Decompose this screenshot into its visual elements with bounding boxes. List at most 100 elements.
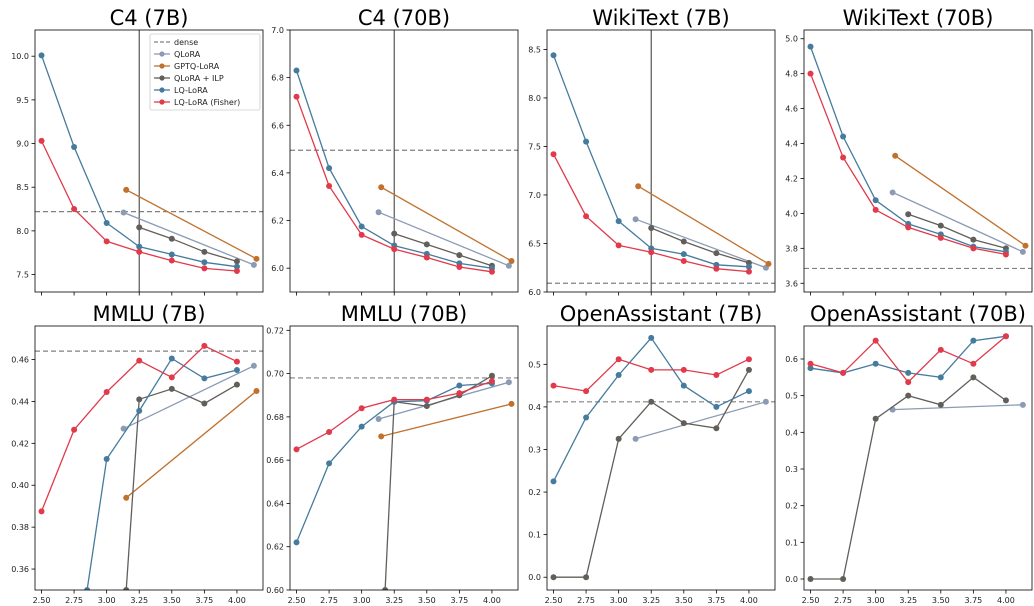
- y-tick-label: 0.42: [11, 439, 29, 448]
- data-point: [635, 183, 642, 190]
- data-point: [136, 224, 143, 231]
- data-point: [375, 416, 382, 423]
- data-point: [648, 366, 655, 373]
- y-tick-label: 0.6: [785, 355, 798, 364]
- data-point: [648, 334, 655, 341]
- chart-panel: MMLU (7B) 0.36 0.38 0.40 0.42 0.44 0.46 2.50 2.7…: [11, 302, 264, 605]
- legend-marker: [159, 99, 165, 105]
- y-tick-label: 0.36: [11, 565, 29, 574]
- data-point: [423, 241, 430, 248]
- data-point: [84, 587, 91, 590]
- data-point: [905, 224, 912, 231]
- legend-marker: [159, 87, 165, 93]
- data-point: [632, 435, 639, 442]
- x-tick-label: 3.75: [450, 596, 468, 605]
- data-point: [905, 392, 912, 399]
- data-point: [378, 433, 385, 440]
- plot-area: [804, 43, 1032, 270]
- data-point: [680, 366, 687, 373]
- x-tick-label: 2.50: [802, 596, 820, 605]
- data-point: [905, 211, 912, 218]
- data-point: [168, 374, 175, 381]
- data-point: [970, 245, 977, 252]
- y-tick-label: 0.2: [528, 488, 541, 497]
- data-point: [840, 576, 847, 582]
- data-point: [1022, 242, 1029, 249]
- y-tick-label: 0.66: [266, 456, 284, 465]
- y-tick-label: 6.6: [271, 121, 284, 130]
- data-point: [765, 260, 772, 267]
- y-tick-label: 0.70: [266, 370, 284, 379]
- data-point: [382, 587, 389, 590]
- data-point: [970, 360, 977, 367]
- data-point: [136, 243, 143, 250]
- y-tick-label: 10.0: [11, 52, 29, 61]
- panel-frame: [34, 325, 264, 591]
- data-point: [840, 154, 847, 161]
- data-point: [550, 151, 557, 158]
- data-point: [680, 382, 687, 389]
- data-point: [892, 152, 899, 159]
- data-point: [250, 362, 257, 369]
- legend-label: QLoRA + ILP: [174, 74, 224, 83]
- chart-title: OpenAssistant (7B): [560, 302, 763, 326]
- data-point: [293, 446, 300, 453]
- panel-frame: [289, 29, 519, 293]
- data-point: [905, 379, 912, 386]
- data-point: [201, 400, 208, 407]
- data-point: [937, 346, 944, 353]
- data-point: [488, 268, 495, 275]
- x-tick-label: 4.00: [997, 596, 1015, 605]
- legend-label: QLoRA: [174, 50, 201, 59]
- x-tick-label: 3.00: [867, 596, 885, 605]
- y-tick-label: 0.68: [266, 413, 284, 422]
- x-tick-label: 3.50: [418, 596, 436, 605]
- plot-area: [547, 334, 775, 581]
- series-line: [892, 191, 1024, 253]
- data-point: [168, 251, 175, 258]
- data-point: [583, 388, 590, 395]
- series-line: [86, 357, 238, 590]
- data-point: [293, 67, 300, 74]
- chart-panel: WikiText (70B) 3.6 3.8 4.0 4.2 4.4 4.6 4.8 5.0: [785, 6, 1033, 296]
- data-point: [583, 574, 590, 581]
- data-point: [872, 415, 879, 422]
- y-tick-label: 9.5: [16, 96, 29, 105]
- x-tick-label: 2.75: [834, 596, 852, 605]
- data-point: [840, 133, 847, 140]
- data-point: [1019, 401, 1026, 408]
- data-point: [38, 508, 45, 515]
- data-point: [456, 390, 463, 397]
- data-point: [508, 400, 515, 407]
- data-point: [615, 242, 622, 249]
- y-tick-label: 0.44: [11, 397, 29, 406]
- y-tick-label: 7.0: [271, 26, 284, 35]
- data-point: [970, 236, 977, 243]
- data-point: [807, 360, 814, 367]
- y-tick-label: 6.8: [271, 74, 284, 83]
- x-tick-label: 3.50: [675, 596, 693, 605]
- data-point: [745, 356, 752, 363]
- plot-area: [547, 30, 775, 292]
- data-point: [632, 216, 639, 223]
- y-tick-label: 0.38: [11, 523, 29, 532]
- x-tick-label: 4.00: [228, 596, 246, 605]
- data-point: [38, 52, 45, 59]
- series-line: [635, 218, 767, 269]
- y-tick-label: 0.3: [528, 445, 541, 454]
- data-point: [680, 238, 687, 245]
- series-line: [637, 185, 769, 265]
- plot-area: [807, 333, 1026, 582]
- data-point: [103, 456, 110, 463]
- data-point: [358, 223, 365, 230]
- data-point: [123, 494, 130, 501]
- data-point: [872, 360, 879, 367]
- data-point: [937, 234, 944, 241]
- data-point: [123, 186, 130, 193]
- data-point: [970, 374, 977, 381]
- y-tick-label: 6.4: [271, 169, 284, 178]
- y-tick-label: 6.0: [271, 264, 284, 273]
- data-point: [253, 255, 260, 262]
- data-point: [713, 371, 720, 378]
- y-tick-label: 0.0: [528, 573, 541, 582]
